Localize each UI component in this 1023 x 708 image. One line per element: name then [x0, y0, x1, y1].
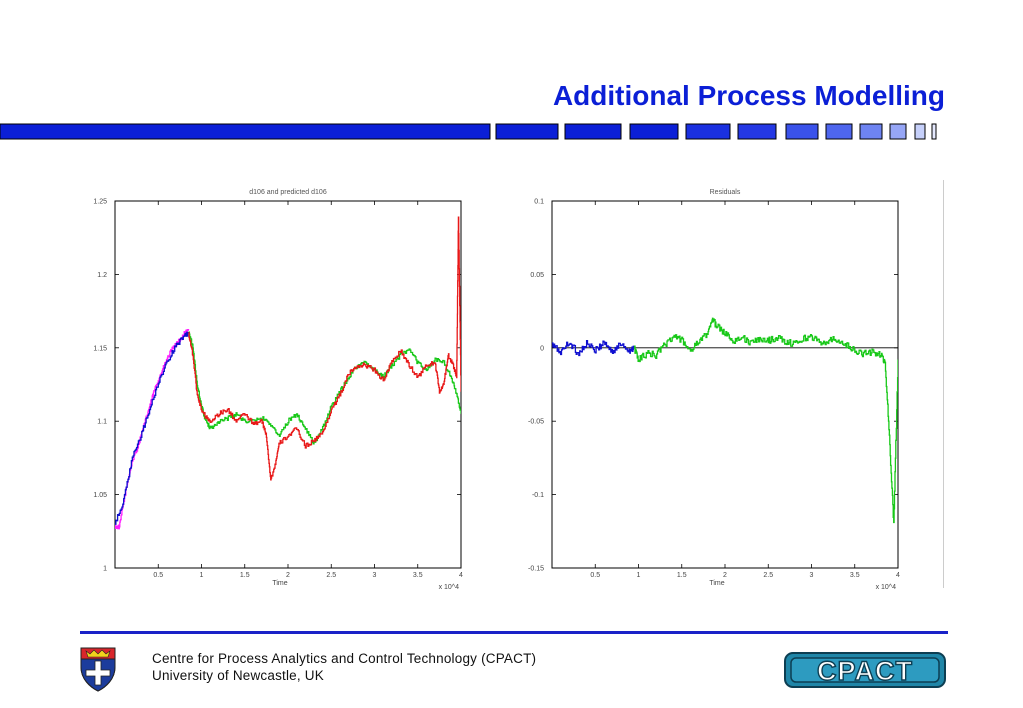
header-bar-block: [859, 123, 883, 140]
y-tick-label: 0.1: [534, 199, 544, 206]
y-tick-label: 1.25: [93, 199, 107, 206]
series-line: [188, 216, 461, 481]
header-decorative-bar: [0, 123, 937, 140]
y-tick-label: 0: [540, 345, 544, 352]
y-tick-label: 1.2: [97, 272, 107, 279]
cpact-logo-text: CPACT: [817, 656, 913, 686]
x-tick-label: 3: [373, 572, 377, 579]
slide-title: Additional Process Modelling: [552, 80, 945, 111]
y-tick-label: 1.1: [97, 419, 107, 426]
chart-title: Residuals: [710, 189, 741, 196]
header-bar-block: [495, 123, 559, 140]
footer-line-org: Centre for Process Analytics and Control…: [152, 651, 537, 666]
x-tick-label: 1.5: [240, 572, 250, 579]
x-tick-label: 3.5: [413, 572, 423, 579]
x-tick-label: 1: [637, 572, 641, 579]
header-bar-block: [785, 123, 819, 140]
slide-divider-line: [943, 180, 944, 588]
footer-line-university: University of Newcastle, UK: [152, 668, 324, 683]
y-tick-label: -0.05: [528, 419, 544, 426]
x-tick-label: 1: [200, 572, 204, 579]
x-tick-label: 1.5: [677, 572, 687, 579]
chart-1: d106 and predicted d106 0.5 1 1.5 2 2.5 3 3.5 4 1…: [93, 189, 463, 591]
plot-frame: [551, 200, 899, 569]
x-tick-label: 2: [723, 572, 727, 579]
x-tick-label: 4: [896, 572, 900, 579]
footer-rule: [80, 631, 948, 634]
y-tick-label: 0.05: [530, 272, 544, 279]
x-tick-label: 3: [810, 572, 814, 579]
header-bar-block: [825, 123, 853, 140]
x-tick-label: 2: [286, 572, 290, 579]
header-bar-block: [685, 123, 731, 140]
y-tick-label: 1.15: [93, 345, 107, 352]
y-tick-label: 1.05: [93, 492, 107, 499]
series-line: [115, 331, 190, 525]
x-axis-label: Time: [272, 580, 287, 587]
charts-area: d106 and predicted d106 0.5 1 1.5 2 2.5 3 3.5 4 1…: [93, 189, 900, 591]
chart-2: Residuals 0.5 1 1.5 2 2.5 3 3.5 4 -0.15 -0.1 -0.05 0…: [528, 189, 900, 591]
x-axis-multiplier: x 10^4: [439, 584, 460, 591]
x-tick-label: 0.5: [153, 572, 163, 579]
header-bar-block: [889, 123, 907, 140]
header-bar-block: [564, 123, 622, 140]
footer-text: Centre for Process Analytics and Control…: [152, 650, 536, 684]
x-tick-label: 4: [459, 572, 463, 579]
series-line: [552, 340, 635, 357]
series-line: [633, 317, 898, 524]
x-axis-label: Time: [709, 580, 724, 587]
chart-title: d106 and predicted d106: [249, 189, 327, 196]
header-bar-main: [0, 123, 491, 140]
x-axis-multiplier: x 10^4: [876, 584, 897, 591]
header-bar-block: [931, 123, 937, 140]
cpact-logo: CPACT: [784, 652, 946, 688]
x-tick-label: 2.5: [326, 572, 336, 579]
x-tick-label: 3.5: [850, 572, 860, 579]
y-tick-label: -0.1: [532, 492, 544, 499]
x-tick-label: 0.5: [590, 572, 600, 579]
header-bar-block: [737, 123, 777, 140]
university-crest-icon: [80, 647, 116, 692]
y-tick-label: 1: [103, 566, 107, 573]
plot-frame: [114, 200, 462, 569]
header-bar-block: [629, 123, 679, 140]
header-bar-block: [914, 123, 926, 140]
x-tick-label: 2.5: [763, 572, 773, 579]
y-tick-label: -0.15: [528, 566, 544, 573]
